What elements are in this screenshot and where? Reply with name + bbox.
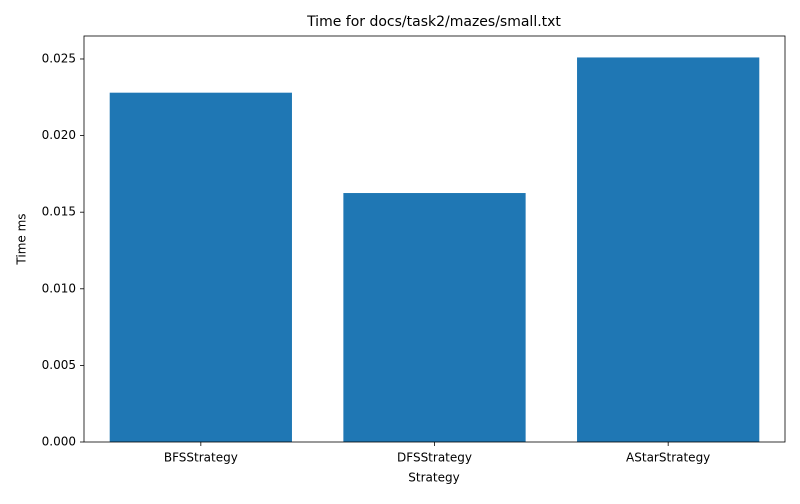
y-tick-label: 0.025 [42,51,76,65]
x-tick-label: BFSStrategy [164,451,238,465]
y-tick-label: 0.005 [42,358,76,372]
y-tick-label: 0.000 [42,435,76,449]
y-tick-label: 0.010 [42,281,76,295]
bar [109,92,292,442]
x-tick-label: AStarStrategy [626,451,710,465]
plot-frame [83,35,786,443]
chart-title: Time for docs/task2/mazes/small.txt [306,14,561,30]
x-tick-label: DFSStrategy [397,451,472,465]
y-tick-label: 0.020 [42,128,76,142]
x-axis-label: Strategy [408,471,459,485]
bar [577,57,760,442]
y-tick-label: 0.015 [42,205,76,219]
y-axis-label: Time ms [15,213,29,265]
bar [343,193,526,442]
